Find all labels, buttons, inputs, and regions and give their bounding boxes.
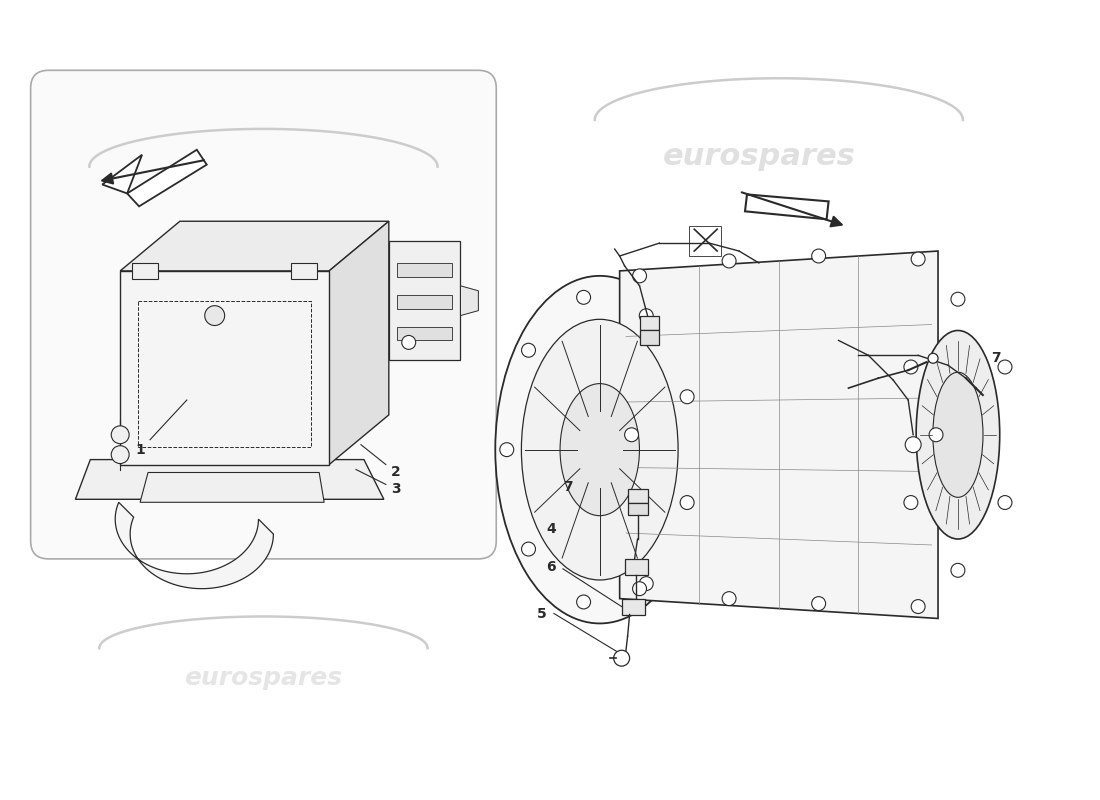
Ellipse shape bbox=[916, 330, 1000, 539]
Circle shape bbox=[812, 597, 826, 610]
Polygon shape bbox=[397, 326, 452, 341]
Text: 3: 3 bbox=[390, 482, 400, 496]
FancyBboxPatch shape bbox=[31, 70, 496, 559]
Circle shape bbox=[998, 360, 1012, 374]
Polygon shape bbox=[76, 459, 384, 499]
Polygon shape bbox=[397, 294, 452, 309]
Text: 1: 1 bbox=[135, 442, 145, 457]
Ellipse shape bbox=[560, 384, 639, 516]
Text: eurospares: eurospares bbox=[662, 142, 856, 171]
Polygon shape bbox=[140, 473, 324, 502]
Polygon shape bbox=[102, 154, 142, 194]
Circle shape bbox=[639, 309, 653, 322]
Text: eurospares: eurospares bbox=[185, 666, 342, 690]
Polygon shape bbox=[116, 502, 274, 589]
Ellipse shape bbox=[495, 276, 704, 623]
Circle shape bbox=[499, 442, 514, 457]
Polygon shape bbox=[625, 559, 648, 574]
Circle shape bbox=[111, 426, 129, 444]
Polygon shape bbox=[329, 222, 388, 465]
Circle shape bbox=[639, 577, 653, 590]
Text: 4: 4 bbox=[546, 522, 556, 536]
Circle shape bbox=[722, 592, 736, 606]
Circle shape bbox=[952, 563, 965, 578]
Circle shape bbox=[402, 335, 416, 350]
Polygon shape bbox=[397, 263, 452, 277]
Text: 6: 6 bbox=[547, 560, 556, 574]
Polygon shape bbox=[292, 263, 317, 279]
Circle shape bbox=[812, 249, 826, 263]
Circle shape bbox=[905, 437, 921, 453]
Circle shape bbox=[680, 390, 694, 404]
Polygon shape bbox=[132, 263, 158, 279]
Circle shape bbox=[928, 354, 938, 363]
Polygon shape bbox=[120, 222, 388, 271]
Text: 5: 5 bbox=[537, 606, 547, 621]
Circle shape bbox=[521, 343, 536, 357]
Polygon shape bbox=[628, 503, 648, 515]
Text: 2: 2 bbox=[390, 465, 400, 478]
Circle shape bbox=[930, 428, 943, 442]
Circle shape bbox=[111, 446, 129, 463]
Polygon shape bbox=[639, 330, 659, 346]
Text: 7: 7 bbox=[991, 351, 1001, 366]
Polygon shape bbox=[461, 286, 478, 315]
Circle shape bbox=[521, 542, 536, 556]
Circle shape bbox=[904, 495, 917, 510]
Circle shape bbox=[911, 252, 925, 266]
Polygon shape bbox=[120, 271, 329, 465]
Polygon shape bbox=[128, 150, 207, 206]
Circle shape bbox=[614, 650, 629, 666]
Circle shape bbox=[911, 600, 925, 614]
Polygon shape bbox=[621, 598, 645, 614]
Circle shape bbox=[632, 269, 647, 283]
Ellipse shape bbox=[521, 319, 678, 580]
Circle shape bbox=[722, 254, 736, 268]
Polygon shape bbox=[639, 315, 659, 330]
Circle shape bbox=[205, 306, 224, 326]
Circle shape bbox=[632, 582, 647, 596]
Circle shape bbox=[680, 496, 694, 510]
Circle shape bbox=[904, 360, 917, 374]
Polygon shape bbox=[388, 241, 461, 360]
Circle shape bbox=[576, 595, 591, 609]
Ellipse shape bbox=[933, 372, 983, 498]
Text: 7: 7 bbox=[563, 480, 573, 494]
Circle shape bbox=[952, 292, 965, 306]
Text: eurospares: eurospares bbox=[167, 356, 360, 385]
Circle shape bbox=[625, 428, 639, 442]
Circle shape bbox=[998, 495, 1012, 510]
Polygon shape bbox=[628, 490, 648, 503]
Polygon shape bbox=[745, 194, 828, 219]
Polygon shape bbox=[619, 251, 938, 618]
Circle shape bbox=[576, 290, 591, 304]
